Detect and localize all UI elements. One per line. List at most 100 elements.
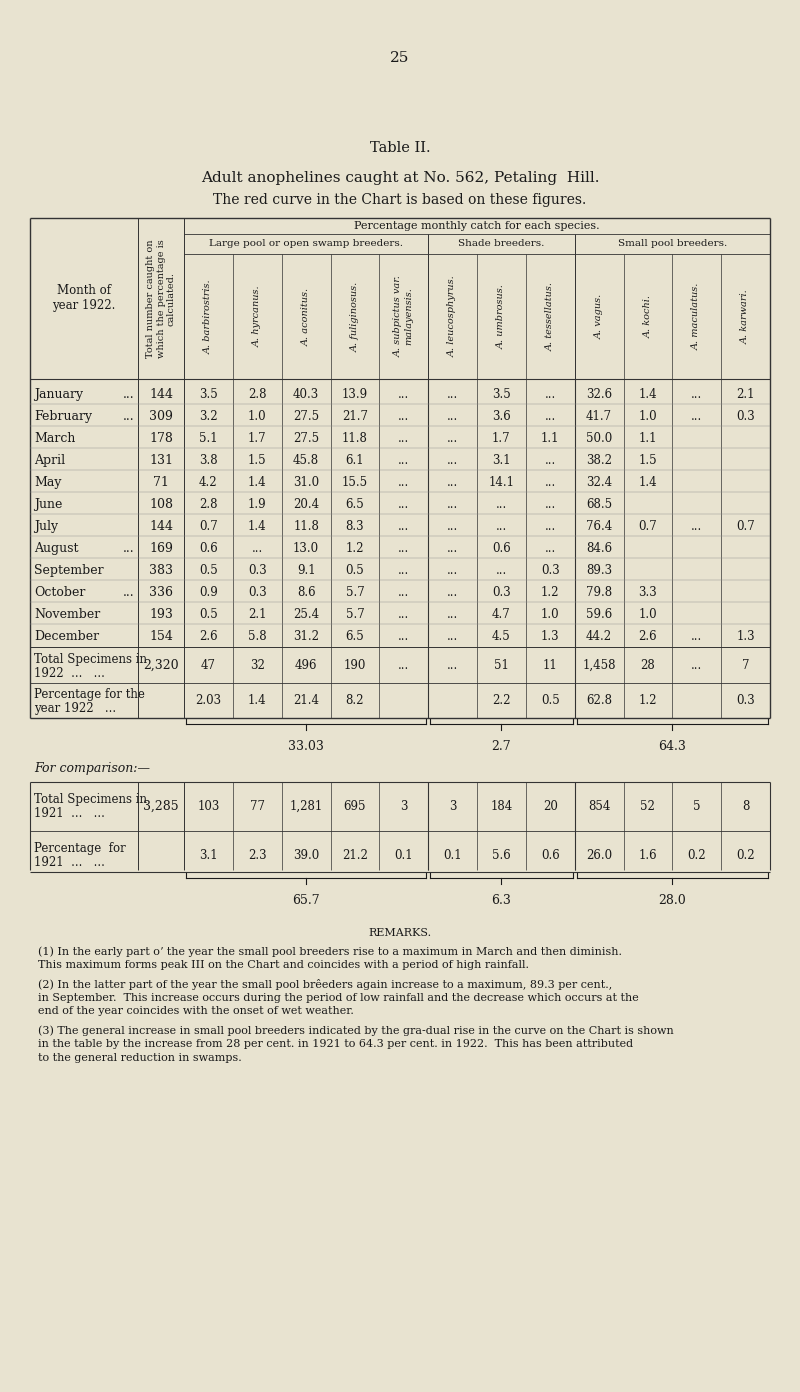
Text: 0.7: 0.7 [638, 519, 658, 533]
Text: ...: ... [496, 564, 507, 576]
Text: 1,281: 1,281 [290, 800, 322, 813]
Text: ...: ... [398, 541, 410, 554]
Text: 0.3: 0.3 [736, 695, 755, 707]
Text: 3.3: 3.3 [638, 586, 658, 599]
Text: 2.1: 2.1 [248, 607, 266, 621]
Text: 108: 108 [149, 497, 173, 511]
Text: REMARKS.: REMARKS. [369, 928, 431, 938]
Text: 8.3: 8.3 [346, 519, 364, 533]
Text: ...: ... [252, 541, 263, 554]
Text: 1.3: 1.3 [541, 629, 559, 643]
Text: 41.7: 41.7 [586, 409, 612, 423]
Text: 14.1: 14.1 [489, 476, 514, 489]
Text: 1.0: 1.0 [638, 607, 658, 621]
Text: ...: ... [691, 629, 702, 643]
Text: 178: 178 [149, 432, 173, 444]
Text: 1.2: 1.2 [346, 541, 364, 554]
Text: 0.9: 0.9 [199, 586, 218, 599]
Text: ...: ... [545, 497, 556, 511]
Text: ...: ... [691, 387, 702, 401]
Text: May: May [34, 476, 62, 489]
Text: 154: 154 [149, 629, 173, 643]
Text: ...: ... [496, 519, 507, 533]
Text: 20.4: 20.4 [293, 497, 319, 511]
Text: 1.4: 1.4 [248, 476, 266, 489]
Text: October: October [34, 586, 86, 599]
Text: 1.4: 1.4 [248, 695, 266, 707]
Text: 13.0: 13.0 [293, 541, 319, 554]
Text: 0.5: 0.5 [199, 564, 218, 576]
Text: 3.8: 3.8 [199, 454, 218, 466]
Text: 32: 32 [250, 658, 265, 672]
Text: ...: ... [447, 564, 458, 576]
Text: Large pool or open swamp breeders.: Large pool or open swamp breeders. [209, 239, 403, 249]
Text: 6.5: 6.5 [346, 497, 364, 511]
Text: 3,285: 3,285 [143, 800, 179, 813]
Text: January: January [34, 387, 83, 401]
Text: 1.0: 1.0 [638, 409, 658, 423]
Text: 45.8: 45.8 [293, 454, 319, 466]
Text: ...: ... [398, 409, 410, 423]
Text: 190: 190 [344, 658, 366, 672]
Text: 26.0: 26.0 [586, 849, 612, 862]
Text: 3.5: 3.5 [492, 387, 510, 401]
Text: Total Specimens in: Total Specimens in [34, 653, 147, 667]
Text: ...: ... [447, 658, 458, 672]
Text: 2.8: 2.8 [199, 497, 218, 511]
Text: ...: ... [447, 454, 458, 466]
Text: 3: 3 [400, 800, 407, 813]
Text: A. maculatus.: A. maculatus. [692, 283, 702, 351]
Text: 144: 144 [149, 519, 173, 533]
Text: 31.2: 31.2 [293, 629, 319, 643]
Text: 76.4: 76.4 [586, 519, 612, 533]
Text: 1.4: 1.4 [638, 387, 658, 401]
Text: 8.2: 8.2 [346, 695, 364, 707]
Text: year 1922   ...: year 1922 ... [34, 703, 116, 715]
Text: ...: ... [496, 497, 507, 511]
Text: ...: ... [447, 586, 458, 599]
Text: 1.0: 1.0 [248, 409, 266, 423]
Text: ...: ... [122, 541, 134, 554]
Text: 28.0: 28.0 [658, 894, 686, 908]
Text: 1922  ...   ...: 1922 ... ... [34, 667, 105, 681]
Text: to the general reduction in swamps.: to the general reduction in swamps. [38, 1052, 242, 1063]
Text: 0.3: 0.3 [492, 586, 510, 599]
Text: ...: ... [122, 586, 134, 599]
Text: 5.8: 5.8 [248, 629, 266, 643]
Text: 1.4: 1.4 [248, 519, 266, 533]
Text: Total number caught on
which the percentage is
calculated.: Total number caught on which the percent… [146, 239, 176, 358]
Text: ...: ... [447, 387, 458, 401]
Text: 1.7: 1.7 [492, 432, 510, 444]
Text: 65.7: 65.7 [292, 894, 320, 908]
Text: 0.7: 0.7 [736, 519, 755, 533]
Text: ...: ... [545, 409, 556, 423]
Text: 1.4: 1.4 [638, 476, 658, 489]
Text: 695: 695 [344, 800, 366, 813]
Text: 21.7: 21.7 [342, 409, 368, 423]
Text: 0.5: 0.5 [541, 695, 560, 707]
Text: 336: 336 [149, 586, 173, 599]
Text: Percentage  for: Percentage for [34, 842, 126, 855]
Text: 4.2: 4.2 [199, 476, 218, 489]
Text: Adult anophelines caught at No. 562, Petaling  Hill.: Adult anophelines caught at No. 562, Pet… [201, 171, 599, 185]
Text: ...: ... [398, 586, 410, 599]
Text: ...: ... [122, 387, 134, 401]
Text: Shade breeders.: Shade breeders. [458, 239, 545, 249]
Text: July: July [34, 519, 58, 533]
Text: 5.6: 5.6 [492, 849, 510, 862]
Text: 103: 103 [198, 800, 220, 813]
Text: 15.5: 15.5 [342, 476, 368, 489]
Text: 51: 51 [494, 658, 509, 672]
Text: ...: ... [398, 476, 410, 489]
Text: ...: ... [447, 409, 458, 423]
Text: 2.2: 2.2 [492, 695, 510, 707]
Text: in September.  This increase occurs during the period of low rainfall and the de: in September. This increase occurs durin… [38, 992, 638, 1002]
Text: 77: 77 [250, 800, 265, 813]
Text: 496: 496 [295, 658, 318, 672]
Text: 131: 131 [149, 454, 173, 466]
Text: ...: ... [447, 497, 458, 511]
Text: 1.5: 1.5 [248, 454, 266, 466]
Text: ...: ... [447, 519, 458, 533]
Text: ...: ... [447, 541, 458, 554]
Text: 144: 144 [149, 387, 173, 401]
